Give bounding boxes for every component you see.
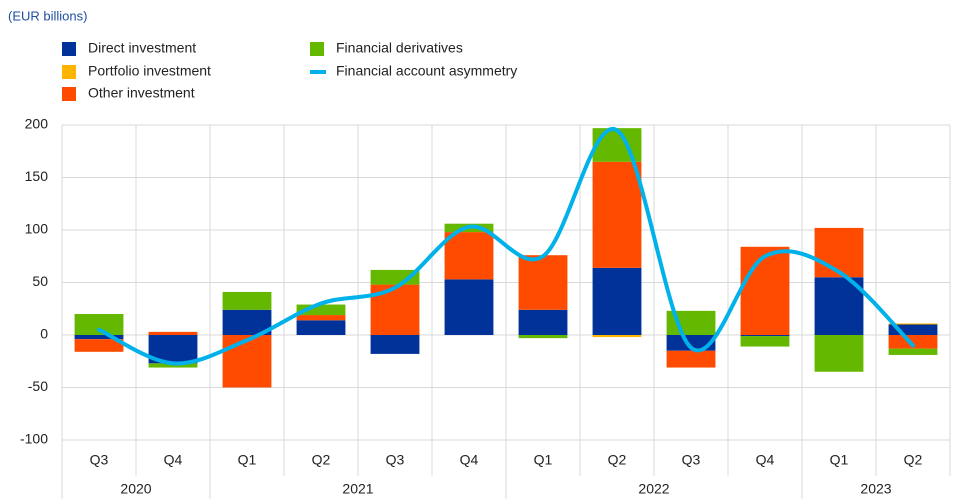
y-tick-label: 100 <box>25 221 49 237</box>
x-tick-label: Q1 <box>534 452 553 468</box>
bar-segment <box>148 363 198 368</box>
bar-segment <box>444 279 494 335</box>
bar-segment <box>592 267 642 335</box>
bar-segment <box>518 255 568 310</box>
bar-segment <box>296 320 346 335</box>
x-tick-label: Q3 <box>386 452 405 468</box>
bar-segment <box>666 350 716 368</box>
line-series <box>97 127 915 366</box>
year-label: 2020 <box>120 481 151 497</box>
bar-segment <box>888 323 938 325</box>
year-label: 2023 <box>860 481 891 497</box>
bar-segment <box>74 339 124 352</box>
bar-segment <box>592 128 642 162</box>
bar-segment <box>888 335 938 349</box>
bar-segment <box>296 315 346 321</box>
bar-segment <box>592 335 642 338</box>
legend-label: Other investment <box>88 85 195 101</box>
bar-segment <box>444 232 494 280</box>
legend-swatch <box>62 65 76 79</box>
legend-label: Portfolio investment <box>88 63 211 79</box>
y-tick-label: 0 <box>40 326 48 342</box>
bar-segment <box>740 246 790 335</box>
x-tick-label: Q4 <box>460 452 479 468</box>
bar-segment <box>222 335 272 388</box>
bar-segment <box>222 291 272 310</box>
x-tick-label: Q4 <box>756 452 775 468</box>
legend-label: Financial account asymmetry <box>336 63 517 79</box>
y-tick-label: 200 <box>25 116 49 132</box>
year-label: 2021 <box>342 481 373 497</box>
x-tick-label: Q2 <box>904 452 923 468</box>
bar-segment <box>592 161 642 268</box>
legend-swatch <box>310 70 326 74</box>
bar-segment <box>518 309 568 335</box>
bar-segment <box>518 335 568 339</box>
bar-segment <box>74 314 124 335</box>
legend-swatch <box>62 42 76 56</box>
x-tick-label: Q1 <box>830 452 849 468</box>
x-tick-label: Q2 <box>312 452 331 468</box>
bar-segment <box>148 331 198 335</box>
y-tick-label: -100 <box>20 431 48 447</box>
y-tick-label: 150 <box>25 168 49 184</box>
bar-segment <box>888 324 938 335</box>
x-tick-label: Q4 <box>164 452 183 468</box>
bar-segment <box>814 227 864 278</box>
bar-segment <box>296 304 346 316</box>
bar-segment <box>74 335 124 340</box>
legend-swatch <box>62 87 76 101</box>
x-tick-label: Q2 <box>608 452 627 468</box>
year-label: 2022 <box>638 481 669 497</box>
chart-subtitle: (EUR billions) <box>8 8 87 23</box>
bar-segment <box>888 348 938 355</box>
bar-segment <box>740 335 790 337</box>
y-tick-label: 50 <box>32 273 48 289</box>
bar-segment <box>740 336 790 347</box>
legend-swatch <box>310 42 324 56</box>
legend-label: Direct investment <box>88 40 196 56</box>
bar-segment <box>814 335 864 372</box>
x-tick-label: Q3 <box>90 452 109 468</box>
bar-segment <box>370 335 420 354</box>
legend-label: Financial derivatives <box>336 40 463 56</box>
x-tick-label: Q1 <box>238 452 257 468</box>
y-tick-label: -50 <box>28 378 48 394</box>
x-tick-label: Q3 <box>682 452 701 468</box>
